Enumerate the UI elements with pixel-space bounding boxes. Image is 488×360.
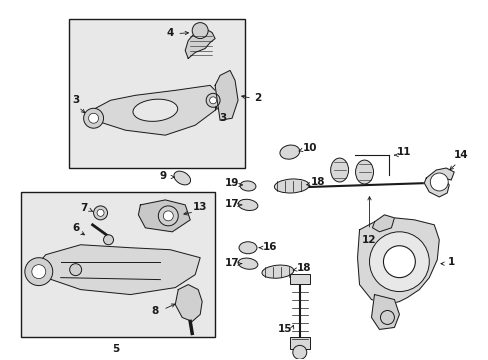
Bar xyxy=(68,19,244,168)
Text: 16: 16 xyxy=(262,242,277,252)
Text: 17: 17 xyxy=(224,199,239,209)
Circle shape xyxy=(25,258,53,285)
Text: 13: 13 xyxy=(193,202,207,212)
Text: 4: 4 xyxy=(166,28,174,37)
Text: 14: 14 xyxy=(453,150,468,160)
Text: 17: 17 xyxy=(224,258,239,268)
Circle shape xyxy=(429,173,447,191)
Circle shape xyxy=(192,23,208,39)
Circle shape xyxy=(103,235,113,245)
Polygon shape xyxy=(138,200,190,232)
Ellipse shape xyxy=(274,179,308,193)
Polygon shape xyxy=(371,294,399,329)
Text: 7: 7 xyxy=(80,203,87,213)
Circle shape xyxy=(383,246,414,278)
Text: 15: 15 xyxy=(277,324,291,334)
Polygon shape xyxy=(424,168,453,197)
Circle shape xyxy=(83,108,103,128)
Ellipse shape xyxy=(174,171,190,185)
Bar xyxy=(21,192,215,337)
Ellipse shape xyxy=(355,160,373,184)
Bar xyxy=(289,337,309,349)
Text: 11: 11 xyxy=(396,147,411,157)
Bar xyxy=(289,274,309,284)
Ellipse shape xyxy=(240,181,255,191)
Ellipse shape xyxy=(279,145,299,159)
Circle shape xyxy=(369,232,428,292)
Circle shape xyxy=(32,265,46,279)
Text: 8: 8 xyxy=(151,306,159,316)
Text: 18: 18 xyxy=(310,177,325,187)
Circle shape xyxy=(163,211,173,221)
Polygon shape xyxy=(357,218,438,305)
Text: 18: 18 xyxy=(296,263,310,273)
Circle shape xyxy=(209,97,216,104)
Circle shape xyxy=(380,310,394,324)
Polygon shape xyxy=(215,71,238,120)
Circle shape xyxy=(158,206,178,226)
Ellipse shape xyxy=(238,199,257,211)
Text: 10: 10 xyxy=(302,143,316,153)
Polygon shape xyxy=(185,28,215,58)
Text: 3: 3 xyxy=(72,95,79,105)
Text: 1: 1 xyxy=(447,257,454,267)
Ellipse shape xyxy=(262,265,293,278)
Text: 5: 5 xyxy=(112,345,119,354)
Text: 19: 19 xyxy=(224,178,239,188)
Ellipse shape xyxy=(330,158,348,182)
Polygon shape xyxy=(372,215,394,232)
Circle shape xyxy=(88,113,99,123)
Circle shape xyxy=(206,93,220,107)
Text: 3: 3 xyxy=(219,113,226,123)
Text: 9: 9 xyxy=(160,171,166,181)
Ellipse shape xyxy=(133,99,177,121)
Circle shape xyxy=(93,206,107,220)
Polygon shape xyxy=(88,85,220,135)
Polygon shape xyxy=(175,285,202,321)
Text: 6: 6 xyxy=(72,223,79,233)
Polygon shape xyxy=(33,245,200,294)
Ellipse shape xyxy=(239,242,256,254)
Text: 2: 2 xyxy=(254,93,261,103)
Circle shape xyxy=(292,345,306,359)
Text: 12: 12 xyxy=(362,235,376,245)
Ellipse shape xyxy=(238,258,257,269)
Circle shape xyxy=(69,264,81,276)
Circle shape xyxy=(97,210,104,216)
